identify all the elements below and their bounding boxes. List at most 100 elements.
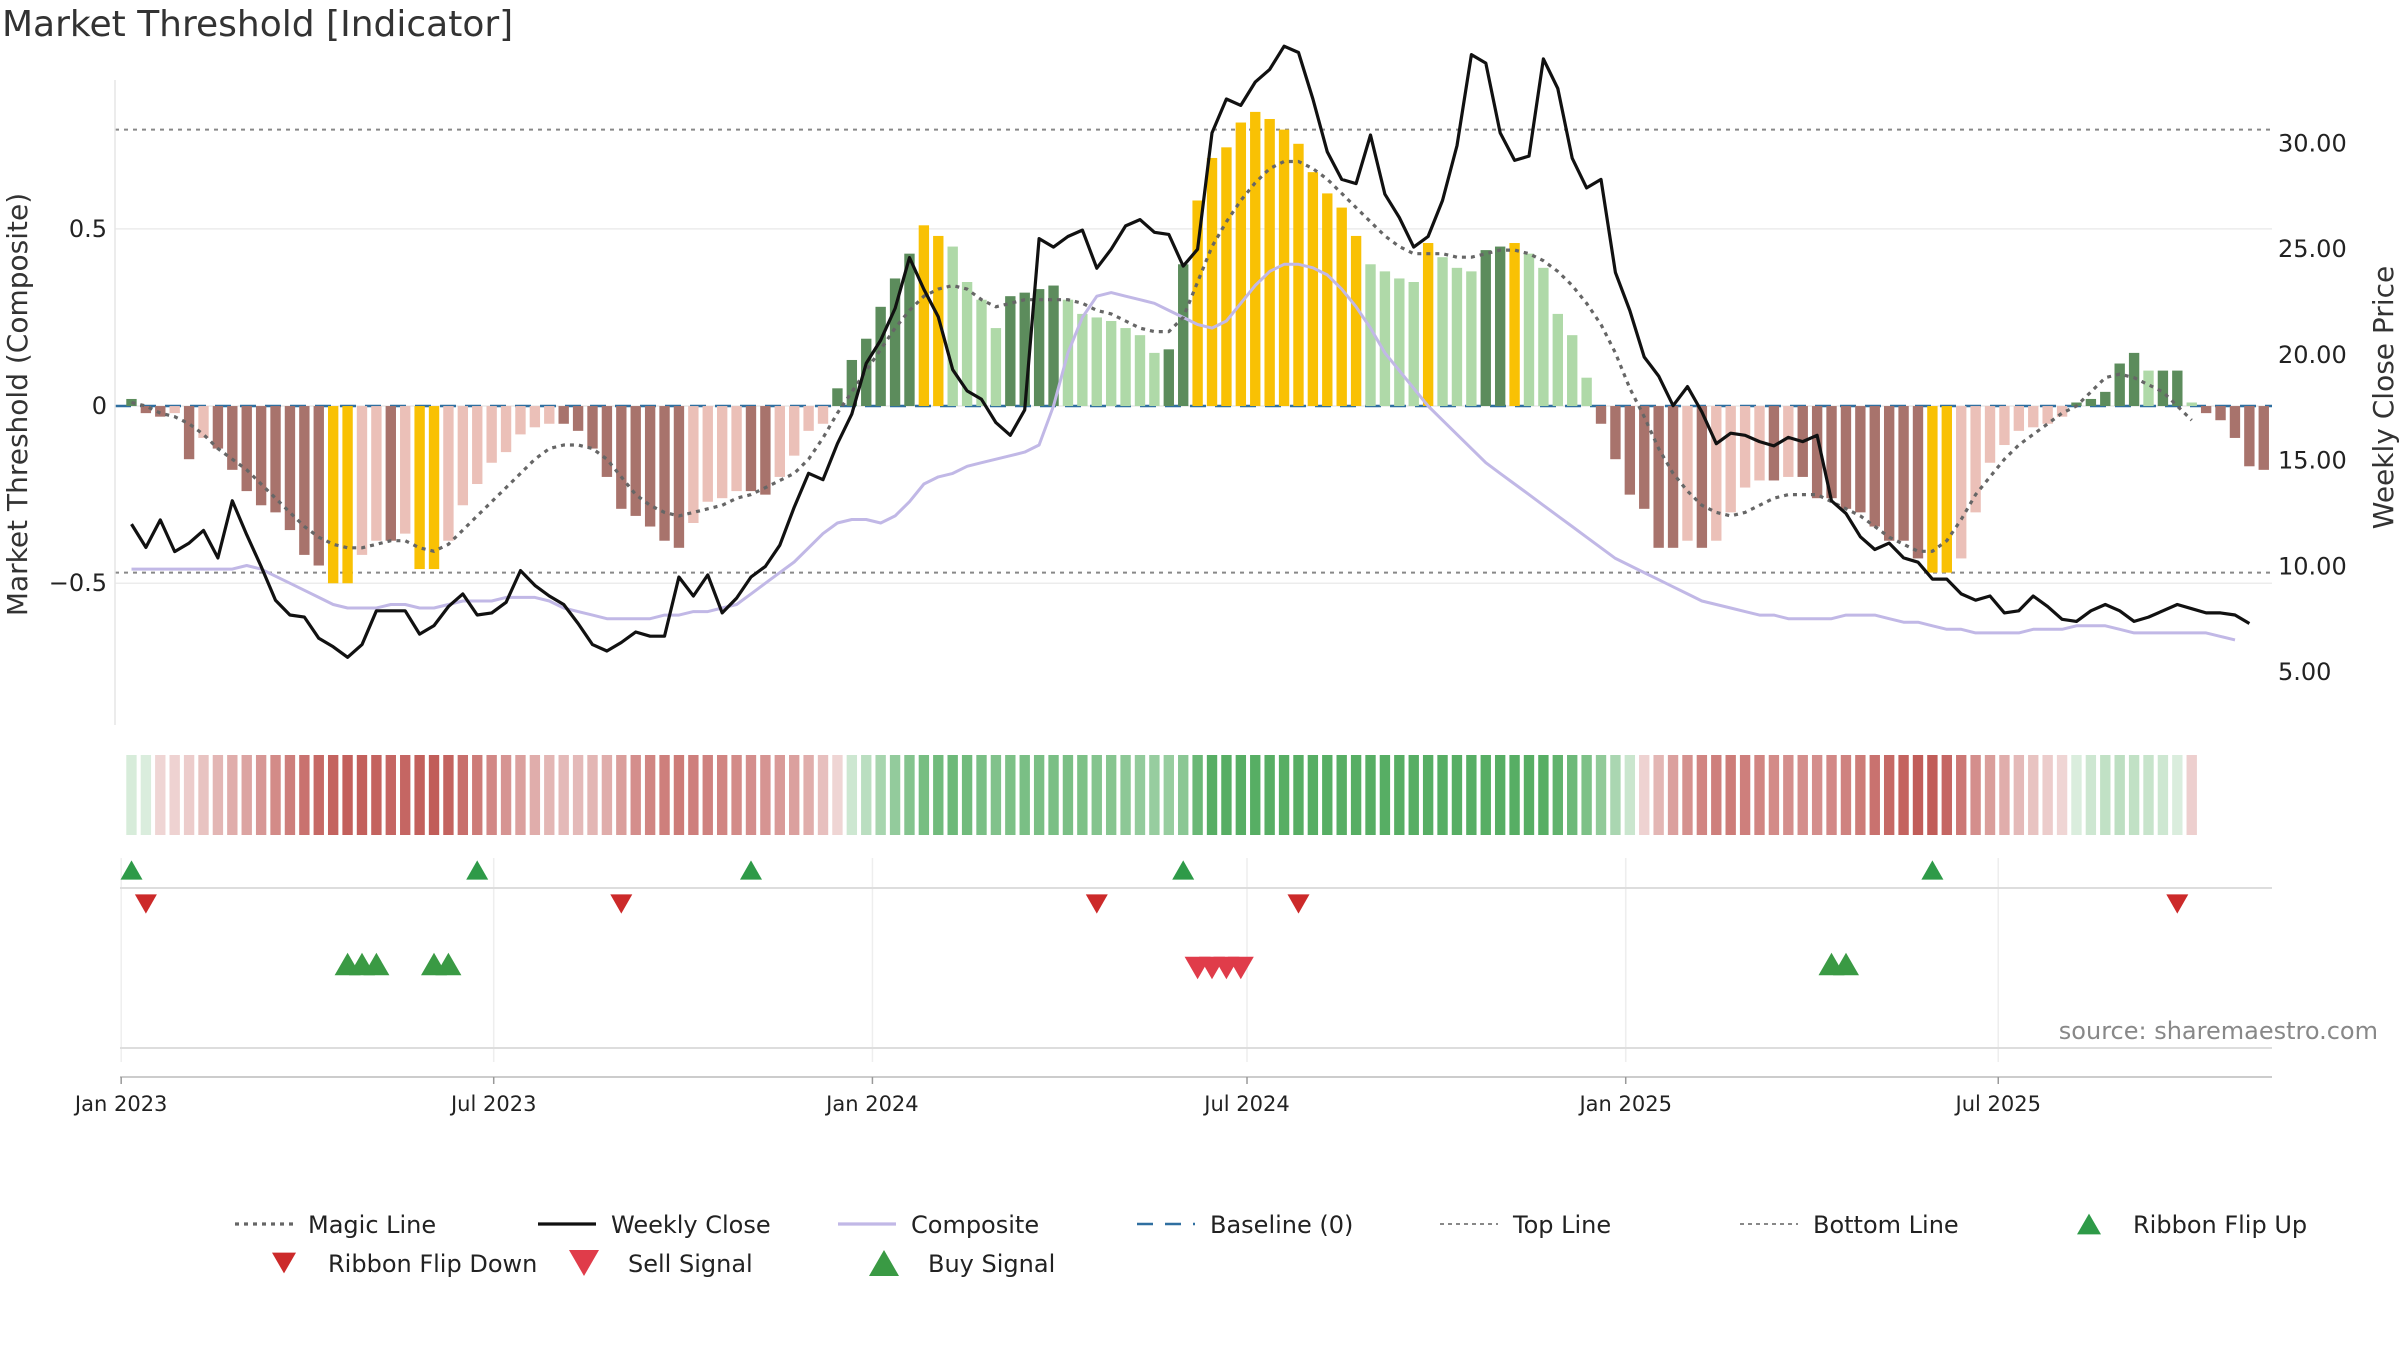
- buy-signal-marker: [1833, 952, 1859, 976]
- ribbon-cell: [428, 755, 440, 835]
- ribbon-cell: [1134, 755, 1146, 835]
- ribbon-cell: [515, 755, 526, 835]
- ribbon-cell: [1970, 755, 1981, 835]
- ribbon-cell: [400, 755, 411, 835]
- histogram-bar: [1422, 243, 1434, 407]
- histogram-bar: [1120, 328, 1131, 407]
- histogram-bar: [1768, 406, 1780, 481]
- histogram-bar: [1682, 406, 1693, 541]
- histogram-bar: [1077, 313, 1088, 407]
- ribbon-flip-up-marker: [1172, 860, 1195, 880]
- histogram-bars: [126, 111, 2269, 584]
- histogram-bar: [1163, 349, 1174, 407]
- ribbon-cell: [832, 755, 843, 835]
- legend-item: Ribbon Flip Up: [2077, 1211, 2307, 1239]
- histogram-bar: [832, 388, 843, 407]
- histogram-bar: [1639, 406, 1650, 509]
- histogram-bar: [1336, 207, 1347, 407]
- histogram-bar: [1538, 267, 1549, 407]
- histogram-bar: [760, 406, 771, 495]
- histogram-bar: [904, 253, 915, 407]
- histogram-bar: [255, 406, 267, 506]
- histogram-bar: [2143, 370, 2154, 407]
- legend-label: Buy Signal: [928, 1250, 1055, 1278]
- ribbon-cell: [1912, 755, 1924, 835]
- ribbon-cell: [371, 755, 382, 835]
- histogram-bar: [1552, 313, 1563, 407]
- ribbon-cell: [1250, 755, 1261, 835]
- legend-item: Sell Signal: [569, 1250, 753, 1278]
- histogram-bar: [1711, 406, 1722, 541]
- histogram-bar: [644, 406, 656, 527]
- legend-item: Buy Signal: [869, 1250, 1055, 1278]
- histogram-bar: [371, 406, 382, 541]
- ribbon-cell: [1019, 755, 1030, 835]
- histogram-bar: [544, 406, 555, 424]
- ribbon-cell: [616, 755, 627, 835]
- ribbon-flip-down-marker: [1085, 894, 1108, 914]
- histogram-bar: [1956, 406, 1967, 559]
- ribbon-cell: [659, 755, 670, 835]
- histogram-bar: [1855, 406, 1866, 513]
- histogram-bar: [400, 406, 411, 534]
- ribbon-cell: [1062, 755, 1074, 835]
- histogram-bar: [1984, 406, 1996, 463]
- histogram-bar: [616, 406, 627, 509]
- histogram-bar: [356, 406, 368, 555]
- ribbon-cell: [789, 755, 800, 835]
- legend-label: Magic Line: [308, 1211, 436, 1239]
- histogram-bar: [1221, 147, 1232, 407]
- ribbon-cell: [702, 755, 713, 835]
- ribbon-cell: [1178, 755, 1189, 835]
- ribbon-cell: [2028, 755, 2039, 835]
- histogram-bar: [212, 406, 224, 449]
- legend-item: Top Line: [1440, 1211, 1611, 1239]
- ribbon-cell: [1653, 755, 1664, 835]
- legend-item: Baseline (0): [1137, 1211, 1353, 1239]
- ribbon-cell: [1494, 755, 1506, 835]
- histogram-bar: [1264, 118, 1275, 407]
- ribbon-cell: [1739, 755, 1751, 835]
- source-note: source: sharemaestro.com: [2059, 1017, 2378, 1045]
- ribbon-cell: [1307, 755, 1319, 835]
- ribbon-cell: [1149, 755, 1160, 835]
- histogram-bar: [457, 406, 469, 506]
- ribbon-cell: [529, 755, 541, 835]
- histogram-bar: [1437, 257, 1448, 407]
- histogram-bar: [861, 338, 872, 407]
- histogram-bar: [1667, 406, 1679, 548]
- ribbon-cell: [155, 755, 166, 835]
- ribbon-cell: [961, 755, 973, 835]
- histogram-bar: [1206, 157, 1218, 407]
- magic-line: [131, 159, 2193, 553]
- histogram-bar: [1178, 264, 1189, 407]
- legend-item: Bottom Line: [1740, 1211, 1959, 1239]
- ribbon-cell: [472, 755, 483, 835]
- histogram-bar: [947, 246, 958, 407]
- ribbon-cell: [1984, 755, 1996, 835]
- ribbon-cell: [644, 755, 656, 835]
- histogram-bar: [169, 406, 180, 414]
- ribbon-cell: [1538, 755, 1549, 835]
- ribbon-cell: [1278, 755, 1290, 835]
- histogram-bar: [558, 406, 569, 424]
- ribbon-cell: [198, 755, 209, 835]
- ribbon-cell: [1567, 755, 1578, 835]
- date-tick-label: Jul 2024: [1202, 1092, 1289, 1116]
- histogram-bar: [1149, 352, 1160, 407]
- legend-label: Sell Signal: [628, 1250, 753, 1278]
- histogram-bar: [1610, 406, 1621, 460]
- histogram-bar: [745, 406, 757, 492]
- ribbon-cell: [1192, 755, 1203, 835]
- ribbon-flip-up-marker: [1921, 860, 1944, 880]
- histogram-bar: [1105, 320, 1117, 407]
- ribbon-cell: [1163, 755, 1174, 835]
- ribbon-cell: [255, 755, 267, 835]
- right-tick-label: 20.00: [2278, 341, 2347, 369]
- histogram-bar: [1408, 282, 1419, 407]
- left-tick-label: −0.5: [49, 569, 107, 597]
- histogram-bar: [961, 282, 973, 407]
- histogram-bar: [630, 406, 641, 516]
- ribbon-cell: [414, 755, 425, 835]
